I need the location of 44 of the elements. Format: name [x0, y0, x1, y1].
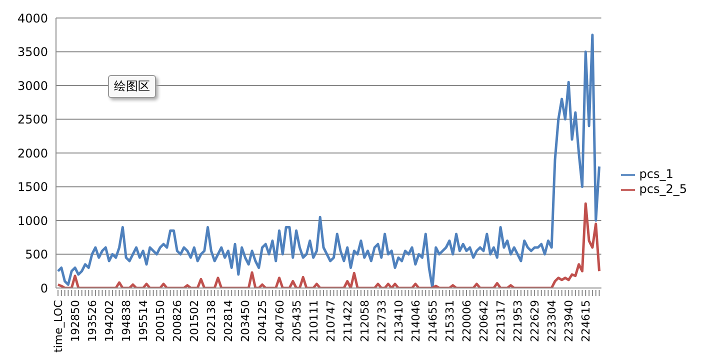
x-tick-label: 214046: [409, 300, 422, 342]
x-tick-label: 222629: [528, 300, 542, 342]
x-tick-label: 212058: [358, 300, 372, 342]
x-tick-label: 200826: [171, 300, 184, 342]
x-tick-label: 192850: [69, 300, 82, 342]
x-tick-label: 205435: [290, 300, 304, 342]
x-tick-label: time_LOC: [52, 300, 65, 352]
x-tick-label: 221953: [512, 300, 525, 342]
legend-label: pcs_1: [639, 167, 674, 182]
y-tick-label: 1000: [17, 214, 48, 228]
x-tick-label: 211422: [341, 300, 354, 342]
y-tick-label: 500: [25, 248, 48, 262]
x-tick-label: 204760: [273, 300, 286, 342]
y-tick-label: 2000: [17, 146, 48, 160]
annotation: 绘图区: [108, 75, 156, 98]
legend-label: pcs_2_5: [639, 182, 687, 196]
x-tick-label: 213410: [392, 300, 406, 342]
y-tick-label: 3500: [17, 45, 48, 60]
x-tick-label: 223940: [562, 300, 576, 342]
x-tick-label: 220642: [478, 300, 491, 342]
x-tick-label: 224615: [580, 300, 593, 342]
x-tick-label: 195514: [137, 300, 150, 342]
x-tick-label: 194838: [120, 300, 134, 342]
x-tick-label: 210111: [307, 300, 320, 342]
x-tick-label: 204125: [256, 300, 270, 342]
x-tick-label: 202138: [205, 300, 218, 342]
y-tick-label: 1500: [17, 180, 48, 194]
x-tick-label: 214655: [426, 300, 440, 342]
x-tick-label: 221317: [494, 300, 508, 342]
x-tick-label: 215331: [443, 300, 456, 342]
x-tick-label: 200150: [154, 300, 168, 342]
x-tick-label: 210747: [324, 300, 338, 342]
x-tick-label: 194202: [103, 300, 116, 342]
x-tick-label: 202814: [222, 300, 236, 342]
x-tick-label: 203450: [239, 300, 252, 342]
x-tick-label: 193526: [86, 300, 100, 342]
y-tick-label: 2500: [17, 112, 48, 127]
x-tick-label: 201502: [188, 300, 202, 342]
x-tick-label: 223304: [546, 300, 559, 342]
x-tick-label: 212733: [375, 300, 388, 342]
x-tick-label: 220006: [460, 300, 474, 342]
y-tick-label: 4000: [17, 11, 48, 26]
y-tick-label: 0: [40, 281, 48, 296]
y-tick-label: 3000: [17, 78, 48, 93]
